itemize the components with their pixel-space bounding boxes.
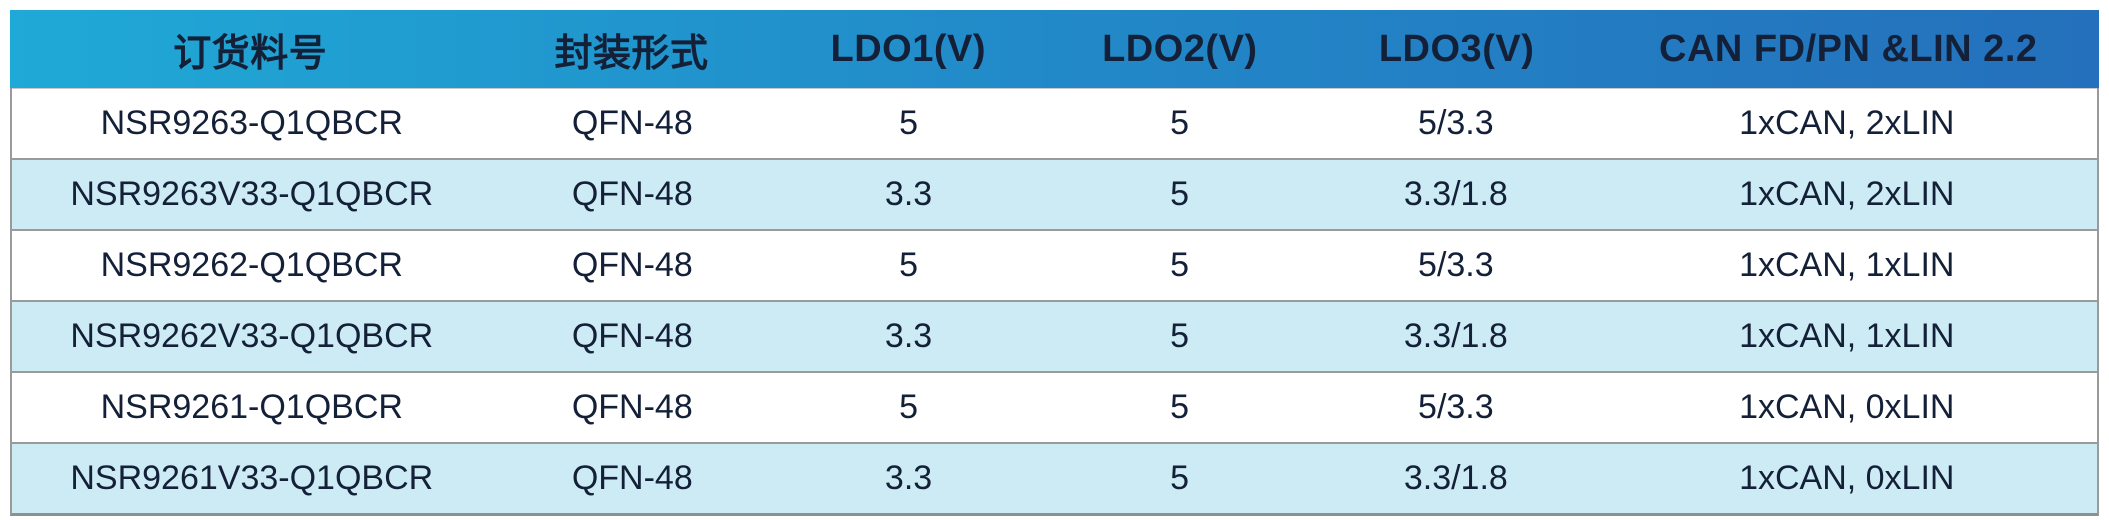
cell-ldo3: 5/3.3: [1418, 388, 1494, 426]
table-row: NSR9263V33-Q1QBCR QFN-48 3.3 5 3.3/1.8 1xCAN,…: [12, 158, 2097, 229]
column-header-can-lin: CAN FD/PN &LIN 2.2: [1659, 27, 2038, 70]
cell-part-number: NSR9263V33-Q1QBCR: [70, 175, 434, 213]
table-body: NSR9263-Q1QBCR QFN-48 5 5 5/3.3 1xCAN, 2xLIN N…: [10, 88, 2099, 516]
cell-can-lin: 1xCAN, 2xLIN: [1739, 104, 1955, 142]
table-row: NSR9263-Q1QBCR QFN-48 5 5 5/3.3 1xCAN, 2xLIN: [12, 88, 2097, 158]
table-header-row: 订货料号 封装形式 LDO1(V) LDO2(V) LDO3(V) CAN FD/PN &…: [10, 10, 2099, 88]
cell-package: QFN-48: [571, 246, 693, 284]
cell-part-number: NSR9263-Q1QBCR: [100, 104, 403, 142]
cell-ldo3: 3.3/1.8: [1403, 317, 1508, 355]
cell-ldo1: 5: [899, 246, 918, 284]
column-header-package: 封装形式: [554, 32, 709, 75]
cell-ldo1: 5: [899, 104, 918, 142]
table-row: NSR9261V33-Q1QBCR QFN-48 3.3 5 3.3/1.8 1xCAN,…: [12, 442, 2097, 513]
cell-ldo3: 5/3.3: [1418, 104, 1494, 142]
cell-can-lin: 1xCAN, 1xLIN: [1739, 317, 1955, 355]
cell-can-lin: 1xCAN, 2xLIN: [1739, 175, 1955, 213]
cell-package: QFN-48: [571, 104, 693, 142]
cell-part-number: NSR9261V33-Q1QBCR: [70, 459, 434, 497]
cell-ldo1: 3.3: [884, 175, 933, 213]
cell-package: QFN-48: [571, 175, 693, 213]
cell-part-number: NSR9262V33-Q1QBCR: [70, 317, 434, 355]
cell-ldo2: 5: [1170, 104, 1190, 142]
table-row: NSR9262V33-Q1QBCR QFN-48 3.3 5 3.3/1.8 1xCAN,…: [12, 300, 2097, 371]
cell-ldo2: 5: [1170, 246, 1190, 284]
cell-ldo2: 5: [1170, 388, 1190, 426]
cell-ldo2: 5: [1170, 459, 1190, 497]
cell-package: QFN-48: [571, 459, 693, 497]
cell-ldo3: 3.3/1.8: [1403, 175, 1508, 213]
cell-can-lin: 1xCAN, 1xLIN: [1739, 246, 1955, 284]
cell-ldo3: 3.3/1.8: [1403, 459, 1508, 497]
cell-part-number: NSR9261-Q1QBCR: [100, 388, 403, 426]
cell-ldo3: 5/3.3: [1418, 246, 1494, 284]
cell-part-number: NSR9262-Q1QBCR: [100, 246, 403, 284]
column-header-ldo1: LDO1(V): [830, 27, 986, 70]
cell-package: QFN-48: [571, 317, 693, 355]
cell-ldo1: 5: [899, 388, 918, 426]
ordering-info-table: 订货料号 封装形式 LDO1(V) LDO2(V) LDO3(V) CAN FD/PN &…: [10, 10, 2099, 516]
column-header-ldo3: LDO3(V): [1378, 27, 1535, 70]
cell-ldo1: 3.3: [884, 459, 933, 497]
cell-ldo2: 5: [1170, 175, 1190, 213]
cell-package: QFN-48: [571, 388, 693, 426]
cell-ldo2: 5: [1170, 317, 1190, 355]
cell-can-lin: 1xCAN, 0xLIN: [1739, 459, 1955, 497]
table-row: NSR9262-Q1QBCR QFN-48 5 5 5/3.3 1xCAN, 1xLIN: [12, 229, 2097, 300]
cell-ldo1: 3.3: [884, 317, 933, 355]
column-header-part-number: 订货料号: [173, 32, 328, 75]
cell-can-lin: 1xCAN, 0xLIN: [1739, 388, 1955, 426]
column-header-ldo2: LDO2(V): [1102, 27, 1258, 70]
table-row: NSR9261-Q1QBCR QFN-48 5 5 5/3.3 1xCAN, 0xLIN: [12, 371, 2097, 442]
